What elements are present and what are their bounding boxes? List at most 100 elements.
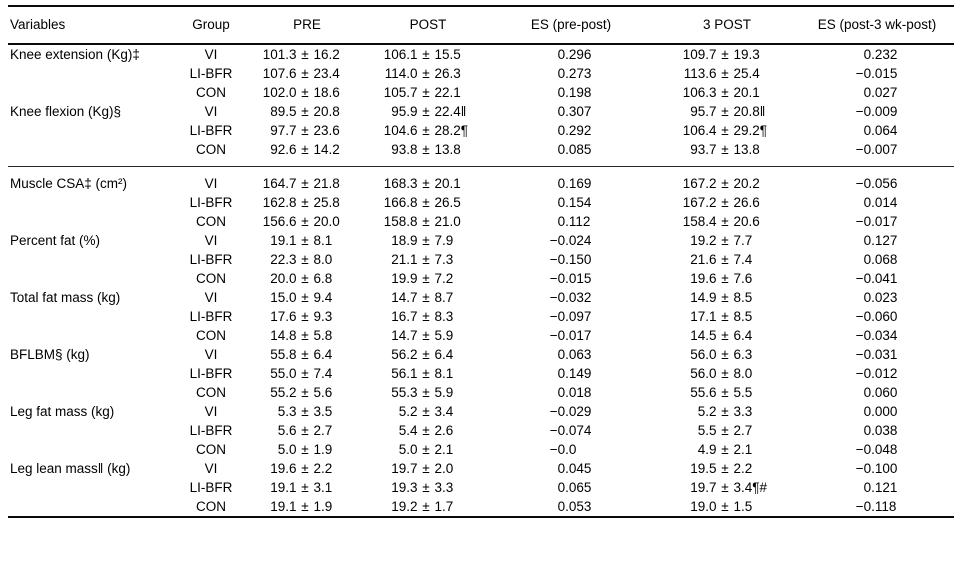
table-row: LI-BFR 17.6 ±9.3 16.7 ±8.3 −0. 097 17.1 ±8.5 −0. 0… [8, 307, 954, 326]
mean-sd-value: 17.1 ±8.5 [690, 309, 753, 324]
es-pre-post-cell: 0. 063 [488, 345, 654, 364]
es-pre-post-cell: 0. 154 [488, 193, 654, 212]
group-cell: CON [196, 385, 226, 400]
group-cell: LI-BFR [189, 252, 233, 267]
mean-sd-value: 56.0 ±8.0 [690, 366, 753, 381]
effect-size-value: 0. 038 [863, 423, 898, 438]
table-row: LI-BFR 97.7 ±23.6 104.6 ±28.2¶ 0. 292 106.4 ±29.… [8, 121, 954, 140]
mean-sd-value: 15.0 ±9.4 [270, 290, 333, 305]
mean-sd-value: 14.7 ±8.7 [391, 290, 454, 305]
effect-size-value: 0. 112 [557, 214, 591, 229]
es-pre-post-cell: −0. 017 [488, 326, 654, 345]
variable-cell [8, 269, 176, 288]
effect-size-value: −0. 118 [855, 499, 897, 514]
post-cell: 106.1 ±15.5 [368, 44, 488, 64]
post3-cell: 19.6 ±7.6 [654, 269, 800, 288]
es-post-3wk-cell: −0. 007 [800, 140, 954, 167]
variable-cell [8, 307, 176, 326]
mean-sd-value: 19.1 ±3.1 [270, 480, 333, 495]
variable-cell [8, 364, 176, 383]
mean-sd-value: 102.0 ±18.6 [262, 85, 340, 100]
effect-size-value: −0. 060 [855, 309, 898, 324]
es-pre-post-cell: 0. 198 [488, 83, 654, 102]
es-post-3wk-cell: 0. 038 [800, 421, 954, 440]
col-header-variables: Variables [8, 6, 176, 45]
mean-sd-value: 104.6 ±28.2¶ [383, 123, 469, 138]
col-header-group: Group [176, 6, 246, 45]
mean-sd-value: 19.1 ±8.1 [270, 233, 333, 248]
group-cell: CON [196, 271, 226, 286]
effect-size-value: −0. 029 [549, 404, 592, 419]
table-row: Muscle CSA‡ (cm²) VI 164.7 ±21.8 168.3 ±20.1 0… [8, 166, 954, 193]
post-cell: 19.2 ±1.7 [368, 497, 488, 517]
table-row: LI-BFR 107.6 ±23.4 114.0 ±26.3 0. 273 113.6 ±25.… [8, 64, 954, 83]
effect-size-value: 0. 023 [863, 290, 898, 305]
mean-sd-value: 19.9 ±7.2 [391, 271, 454, 286]
post3-cell: 19.7 ±3.4¶# [654, 478, 800, 497]
post3-cell: 106.3 ±20.1 [654, 83, 800, 102]
mean-sd-value: 5.2 ±3.3 [697, 404, 753, 419]
pre-cell: 164.7 ±21.8 [246, 166, 368, 193]
mean-sd-value: 14.5 ±6.4 [690, 328, 753, 343]
effect-size-value: −0. 032 [549, 290, 592, 305]
mean-sd-value: 17.6 ±9.3 [270, 309, 333, 324]
mean-sd-value: 19.0 ±1.5 [690, 499, 753, 514]
group-cell: VI [204, 461, 218, 476]
variable-cell: Leg lean mass‖ (kg) [10, 461, 131, 476]
mean-sd-value: 5.6 ±2.7 [277, 423, 333, 438]
variable-cell [8, 421, 176, 440]
col-header-es-post-3wk-post: ES (post-3 wk-post) [800, 6, 954, 45]
post-cell: 14.7 ±5.9 [368, 326, 488, 345]
table-row: CON 14.8 ±5.8 14.7 ±5.9 −0. 017 14.5 ±6.4 −0. 034 [8, 326, 954, 345]
group-cell: LI-BFR [189, 423, 233, 438]
effect-size-value: 0. 085 [557, 142, 592, 157]
group-cell: VI [204, 104, 218, 119]
effect-size-value: −0. 012 [855, 366, 898, 381]
mean-sd-value: 19.3 ±3.3 [391, 480, 454, 495]
group-cell: CON [196, 442, 226, 457]
es-post-3wk-cell: 0. 027 [800, 83, 954, 102]
post-cell: 56.2 ±6.4 [368, 345, 488, 364]
post-cell: 16.7 ±8.3 [368, 307, 488, 326]
mean-sd-value: 156.6 ±20.0 [262, 214, 340, 229]
effect-size-value: 0. 065 [557, 480, 592, 495]
mean-sd-value: 5.3 ±3.5 [277, 404, 333, 419]
pre-cell: 107.6 ±23.4 [246, 64, 368, 83]
post3-cell: 14.5 ±6.4 [654, 326, 800, 345]
table-row: LI-BFR 5.6 ±2.7 5.4 ±2.6 −0. 074 5.5 ±2.7 0. 038 [8, 421, 954, 440]
mean-sd-value: 97.7 ±23.6 [270, 123, 340, 138]
post3-cell: 56.0 ±8.0 [654, 364, 800, 383]
es-pre-post-cell: 0. 149 [488, 364, 654, 383]
es-pre-post-cell: −0. 015 [488, 269, 654, 288]
mean-sd-value: 5.2 ±3.4 [398, 404, 454, 419]
group-cell: VI [204, 47, 218, 62]
pre-cell: 55.0 ±7.4 [246, 364, 368, 383]
effect-size-value: 0. 296 [557, 47, 592, 62]
es-post-3wk-cell: −0. 100 [800, 459, 954, 478]
mean-sd-value: 55.8 ±6.4 [270, 347, 333, 362]
pre-cell: 22.3 ±8.0 [246, 250, 368, 269]
pre-cell: 19.6 ±2.2 [246, 459, 368, 478]
effect-size-value: 0. 064 [863, 123, 898, 138]
es-pre-post-cell: −0. 029 [488, 402, 654, 421]
pre-cell: 92.6 ±14.2 [246, 140, 368, 167]
post-cell: 19.3 ±3.3 [368, 478, 488, 497]
mean-sd-value: 5.4 ±2.6 [398, 423, 454, 438]
effect-size-value: −0. 0 [549, 442, 577, 457]
mean-sd-value: 89.5 ±20.8 [270, 104, 340, 119]
post3-cell: 5.5 ±2.7 [654, 421, 800, 440]
col-header-pre: PRE [246, 6, 368, 45]
pre-cell: 55.8 ±6.4 [246, 345, 368, 364]
pre-cell: 14.8 ±5.8 [246, 326, 368, 345]
post-cell: 5.2 ±3.4 [368, 402, 488, 421]
table-section-2: Muscle CSA‡ (cm²) VI 164.7 ±21.8 168.3 ±20.1 0… [8, 166, 954, 518]
table-row: Leg fat mass (kg) VI 5.3 ±3.5 5.2 ±3.4 −0. 029 5… [8, 402, 954, 421]
effect-size-value: −0. 100 [855, 461, 898, 476]
mean-sd-value: 19.2 ±1.7 [391, 499, 454, 514]
es-pre-post-cell: 0. 296 [488, 44, 654, 64]
mean-sd-value: 56.2 ±6.4 [391, 347, 454, 362]
variable-cell [8, 121, 176, 140]
post-cell: 19.7 ±2.0 [368, 459, 488, 478]
effect-size-value: −0. 097 [549, 309, 592, 324]
effect-size-value: −0. 017 [855, 214, 898, 229]
